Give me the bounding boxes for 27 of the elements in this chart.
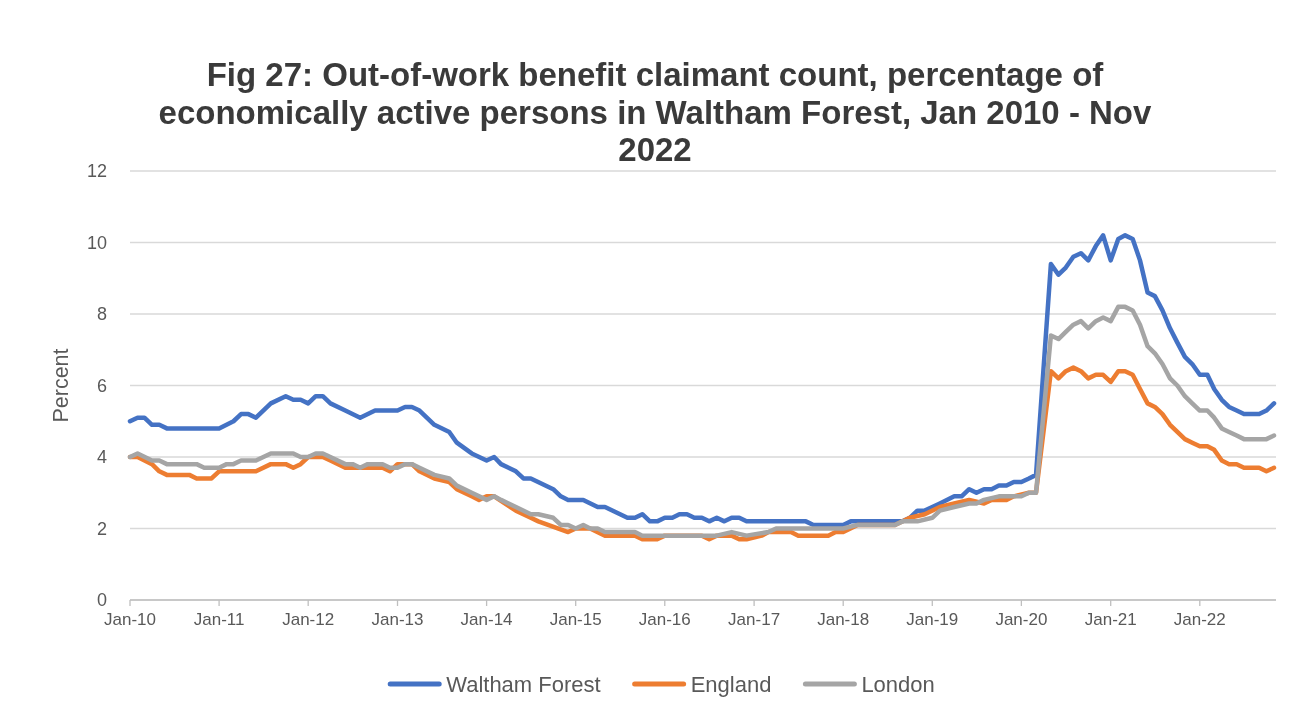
x-tick-label: Jan-18 [817, 610, 870, 629]
legend-label: England [690, 671, 772, 697]
x-tick-label: Jan-12 [282, 610, 335, 629]
x-tick-label: Jan-10 [104, 610, 156, 629]
x-tick-label: Jan-19 [906, 610, 959, 629]
x-tick-label: Jan-14 [460, 610, 513, 629]
y-axis-title: Percent [49, 348, 73, 423]
x-tick-label: Jan-16 [638, 610, 691, 629]
x-tick-label: Jan-20 [995, 610, 1048, 629]
line-series [127, 233, 1277, 528]
legend-label: Waltham Forest [446, 671, 601, 697]
y-tick-label: 12 [86, 161, 107, 181]
y-tick-label: 6 [96, 375, 107, 396]
x-tick-label: Jan-21 [1084, 610, 1137, 629]
y-tick-label: 4 [96, 447, 107, 467]
x-tick-label: Jan-17 [728, 610, 781, 629]
x-tick-label: Jan-13 [371, 610, 424, 629]
x-tick-label: Jan-15 [549, 610, 602, 629]
legend-label: London [861, 671, 935, 697]
y-tick-label: 10 [86, 232, 107, 253]
x-tick-label: Jan-11 [193, 610, 245, 629]
y-tick-label: 8 [96, 304, 107, 324]
line-series [127, 304, 1277, 538]
y-tick-label: 2 [96, 518, 107, 539]
y-tick-label: 0 [96, 590, 107, 610]
x-tick-label: Jan-22 [1173, 610, 1226, 629]
chart-title: Fig 27: Out-of-work benefit claimant count, percentage of economically active persons in Waltham Forest, Jan 2010 - Nov 2022 [158, 56, 1153, 168]
